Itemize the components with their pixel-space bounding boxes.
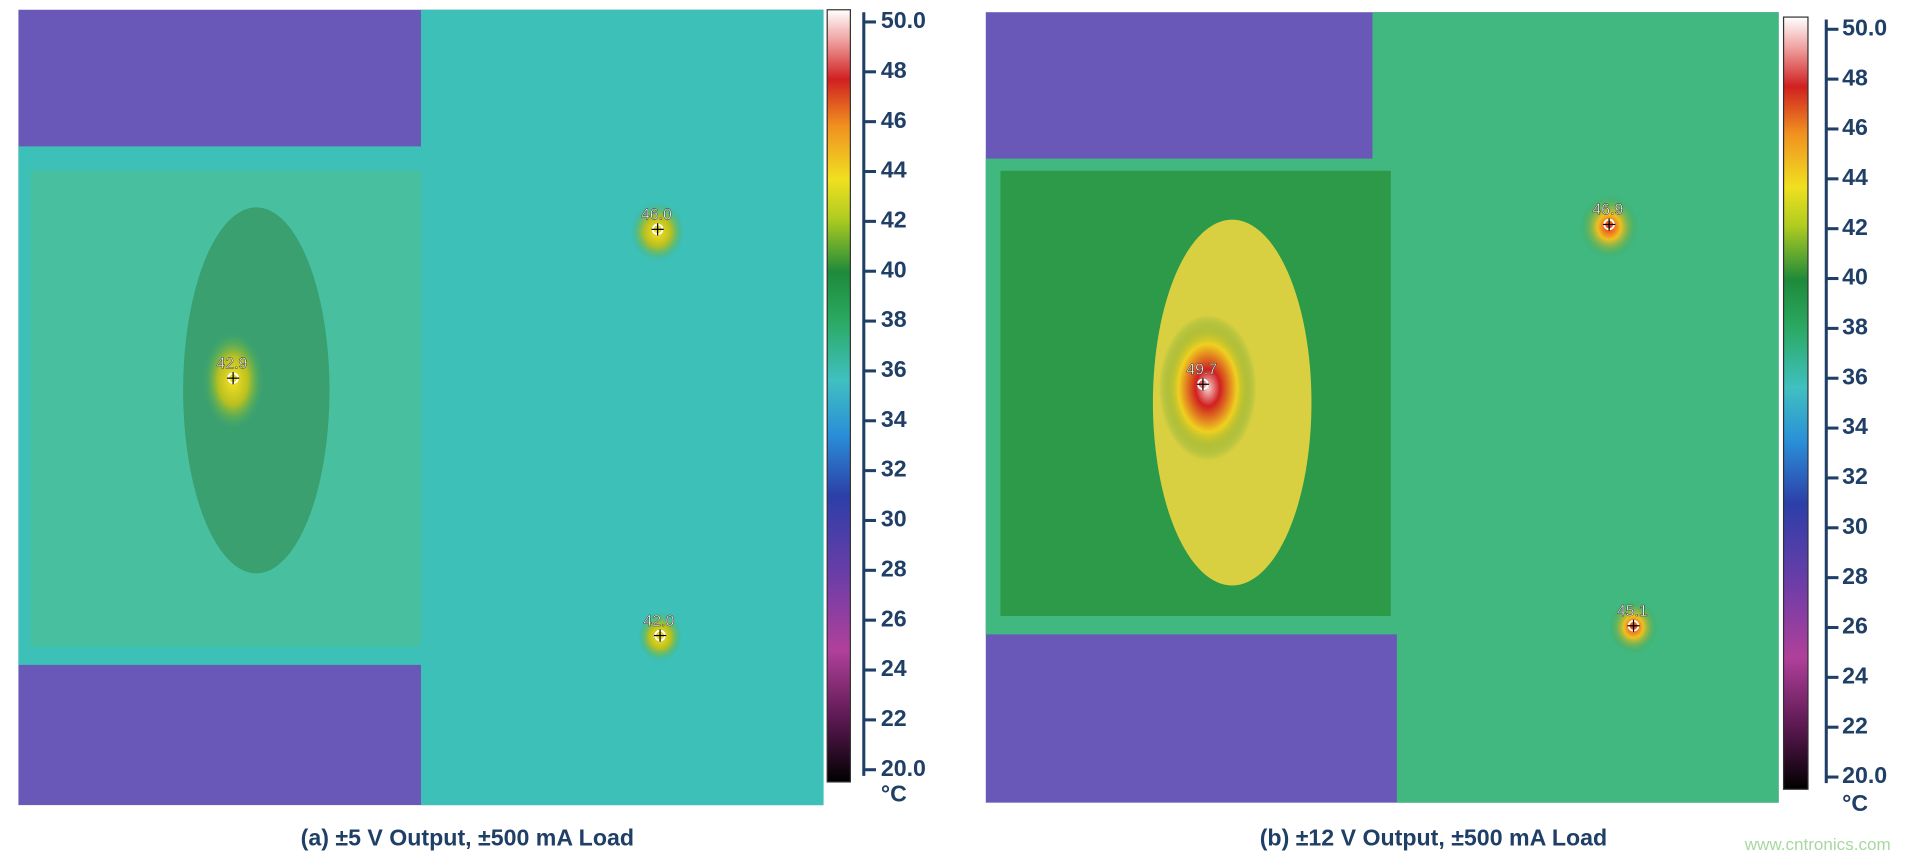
hotspot-label: 42.9 [216, 355, 247, 372]
hotspot-label: 42.0 [643, 613, 674, 630]
unit-label: °C [881, 780, 907, 806]
hotspot-label: 46.9 [1592, 202, 1623, 219]
tick-label: 32 [1842, 463, 1868, 489]
tick-label: 44 [881, 157, 907, 183]
tick-label: 36 [1842, 363, 1868, 389]
thermal-image [18, 9, 824, 806]
colorbar [1782, 16, 1809, 790]
tick-label: 42 [881, 206, 907, 232]
tick-label: 40 [881, 256, 907, 282]
tick-label: 46 [1842, 114, 1868, 140]
tick-label: 28 [1842, 563, 1868, 589]
tick-label: 30 [1842, 513, 1868, 539]
colorbar [826, 9, 851, 783]
tick-label: 20.0 [1842, 762, 1887, 788]
tick-label: 20.0 [881, 755, 926, 781]
hotspot-label: 49.7 [1186, 361, 1217, 378]
tick-label: 26 [1842, 613, 1868, 639]
tick-label: 22 [1842, 712, 1868, 738]
tick-label: 36 [881, 356, 907, 382]
hotspot-label: 45.1 [1617, 603, 1648, 620]
caption: (b) ±12 V Output, ±500 mA Load [1260, 824, 1607, 850]
tick-label: 50.0 [1842, 14, 1887, 40]
tick-label: 32 [881, 456, 907, 482]
watermark: www.cntronics.com [1744, 835, 1891, 854]
hotspot-label: 46.0 [641, 207, 672, 224]
tick-label: 34 [1842, 413, 1868, 439]
tick-label: 40 [1842, 264, 1868, 290]
tick-label: 22 [881, 705, 907, 731]
tick-label: 24 [1842, 662, 1868, 688]
caption: (a) ±5 V Output, ±500 mA Load [301, 824, 634, 850]
tick-label: 30 [881, 506, 907, 532]
tick-label: 38 [1842, 314, 1868, 340]
tick-label: 38 [881, 306, 907, 332]
tick-label: 28 [881, 555, 907, 581]
tick-label: 46 [881, 107, 907, 133]
tick-label: 26 [881, 605, 907, 631]
tick-label: 48 [1842, 64, 1868, 90]
tick-label: 42 [1842, 214, 1868, 240]
tick-label: 44 [1842, 164, 1868, 190]
unit-label: °C [1842, 790, 1868, 816]
tick-label: 34 [881, 406, 907, 432]
tick-label: 50.0 [881, 7, 926, 33]
thermal-image [985, 12, 1779, 803]
tick-label: 24 [881, 655, 907, 681]
tick-label: 48 [881, 57, 907, 83]
